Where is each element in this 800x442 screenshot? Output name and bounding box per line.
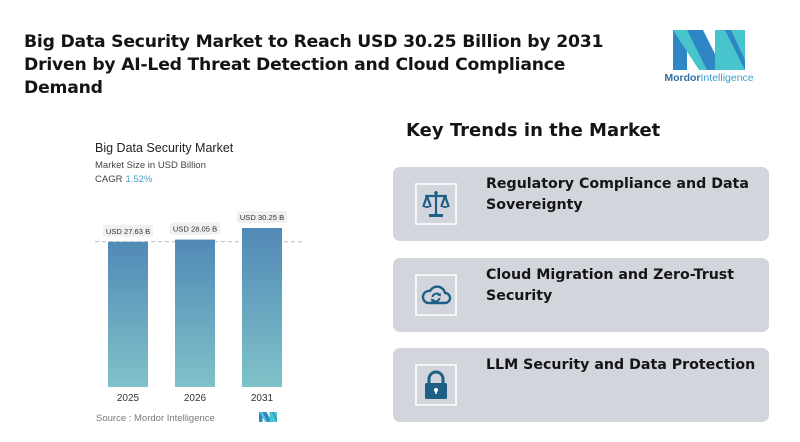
trend-card-cloud: Cloud Migration and Zero-Trust Security <box>393 258 769 332</box>
chart-cagr: CAGR 1.52% <box>95 174 152 185</box>
bar-2025 <box>108 241 148 387</box>
chart-source: Source : Mordor Intelligence <box>96 413 215 424</box>
brand-logo: MordorIntelligence <box>664 30 754 90</box>
trend-icon-box <box>415 364 457 406</box>
bar-chart: USD 27.63 B 2025 USD 28.05 B 2026 USD 30.25 … <box>95 211 302 404</box>
mini-logo-icon <box>259 412 277 422</box>
data-label-bg <box>103 224 153 237</box>
trend-card-regulatory: Regulatory Compliance and Data Sovereign… <box>393 167 769 241</box>
x-tick-2025: 2025 <box>117 393 140 404</box>
trend-label: Regulatory Compliance and Data Sovereign… <box>486 176 749 213</box>
trend-label: LLM Security and Data Protection <box>486 357 756 373</box>
mordor-intelligence-logo-icon <box>673 30 745 70</box>
data-label-bg <box>237 211 287 223</box>
chart-subtitle: Market Size in USD Billion <box>95 160 206 171</box>
cloud-sync-icon <box>421 285 452 305</box>
x-tick-2026: 2026 <box>184 393 207 404</box>
data-label-2025: USD 27.63 B <box>106 227 150 236</box>
bar-2031 <box>242 228 282 387</box>
trend-icon-box <box>415 183 457 225</box>
padlock-icon <box>425 370 447 399</box>
brand-name: MordorIntelligence <box>664 72 754 84</box>
data-label-bg <box>170 222 220 235</box>
scales-icon <box>422 190 450 217</box>
data-label-2026: USD 28.05 B <box>173 225 217 234</box>
trends-title: Key Trends in the Market <box>406 120 661 141</box>
cagr-value: 1.52% <box>125 174 153 185</box>
x-tick-2031: 2031 <box>251 393 274 404</box>
cagr-label: CAGR <box>95 174 123 185</box>
brand-name-bold: Mordor <box>664 72 701 84</box>
data-label-2031: USD 30.25 B <box>240 213 284 222</box>
chart-title: Big Data Security Market <box>95 141 234 155</box>
bar-2026 <box>175 239 215 387</box>
trend-card-llm: LLM Security and Data Protection <box>393 348 769 422</box>
headline: Big Data Security Market to Reach USD 30… <box>24 32 604 98</box>
trend-label: Cloud Migration and Zero-Trust Security <box>486 267 735 304</box>
brand-name-light: Intelligence <box>700 72 754 84</box>
trend-icon-box <box>415 274 457 316</box>
